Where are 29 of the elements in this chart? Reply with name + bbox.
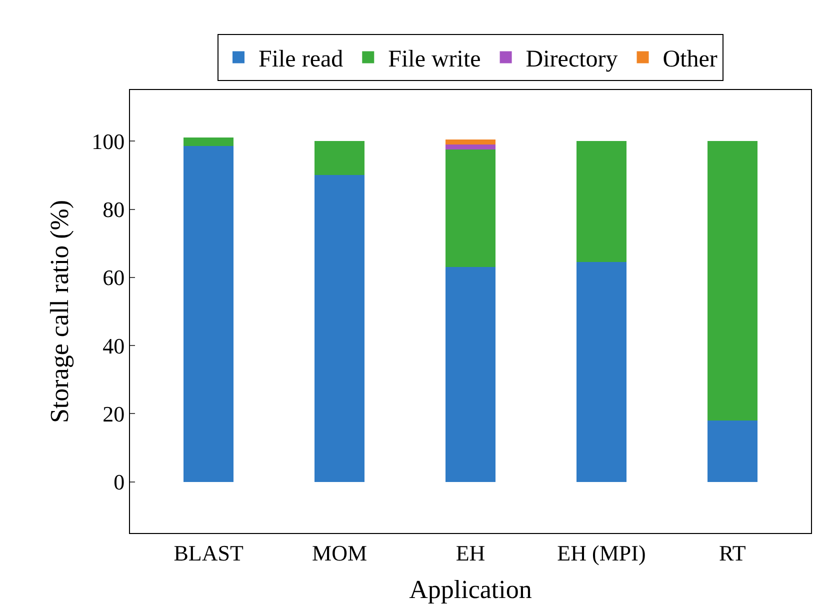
bar (708, 420, 758, 482)
x-tick-label: MOM (312, 540, 368, 566)
x-tick-label: EH (456, 540, 486, 566)
x-tick-label: RT (719, 540, 746, 566)
bar (184, 146, 234, 482)
bar (446, 150, 496, 268)
y-tick-label: 100 (92, 128, 125, 154)
bar (708, 141, 758, 421)
legend-label: File read (258, 46, 344, 73)
bar (446, 144, 496, 150)
y-tick-label: 40 (102, 333, 125, 358)
bar (446, 139, 496, 145)
bar (446, 267, 496, 482)
y-tick-label: 0 (114, 470, 125, 495)
bar (184, 138, 234, 146)
x-axis-title: Application (409, 575, 532, 604)
legend-label: Directory (526, 46, 618, 73)
bar (576, 262, 626, 482)
bar (314, 141, 364, 176)
y-axis-title: Storage call ratio (%) (45, 200, 74, 424)
y-tick-label: 60 (102, 265, 125, 290)
legend-label: Other (662, 46, 718, 73)
x-tick-label: EH (MPI) (557, 540, 646, 566)
bar (314, 175, 364, 482)
y-tick-label: 80 (102, 196, 125, 222)
x-tick-label: BLAST (174, 540, 244, 566)
bar (576, 141, 626, 262)
legend-label: File write (388, 46, 481, 73)
y-tick-label: 20 (102, 401, 125, 426)
